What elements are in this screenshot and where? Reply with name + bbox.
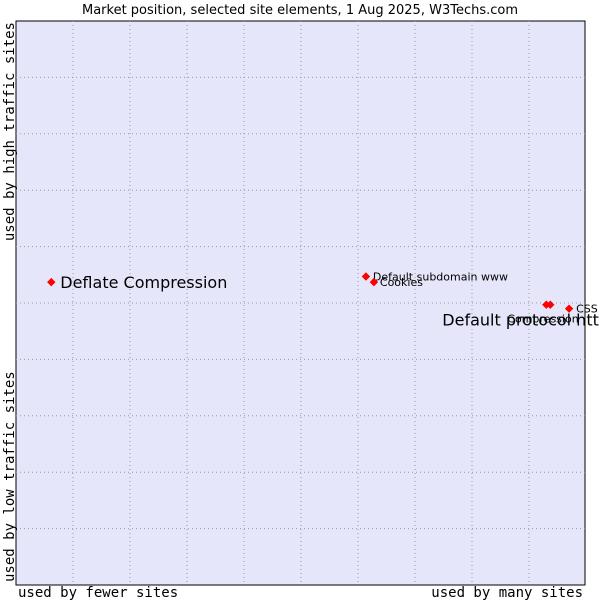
data-point-marker bbox=[369, 277, 379, 287]
y-axis-label-bottom: used by low traffic sites bbox=[2, 371, 18, 582]
data-point-label: CSS bbox=[576, 303, 598, 316]
data-point-label: Compression bbox=[507, 313, 578, 326]
data-point-label: Deflate Compression bbox=[60, 273, 227, 292]
data-point-label: Default subdomain www bbox=[373, 270, 508, 283]
chart-title: Market position, selected site elements,… bbox=[82, 3, 518, 18]
data-point-marker bbox=[564, 304, 574, 313]
data-point-marker bbox=[546, 300, 555, 309]
data-point-label: Cookies bbox=[380, 276, 423, 289]
data-point-marker bbox=[361, 272, 371, 281]
data-point-marker bbox=[47, 277, 56, 287]
x-axis-label-left: used by fewer sites bbox=[18, 585, 178, 600]
grid-lines bbox=[16, 21, 585, 585]
y-axis-label-top: used by high traffic sites bbox=[2, 22, 18, 241]
x-axis-label-right: used by many sites bbox=[431, 585, 583, 600]
data-point-label: Default protocol https bbox=[442, 311, 600, 330]
data-points: Deflate Compression Default subdomain www… bbox=[47, 270, 600, 330]
